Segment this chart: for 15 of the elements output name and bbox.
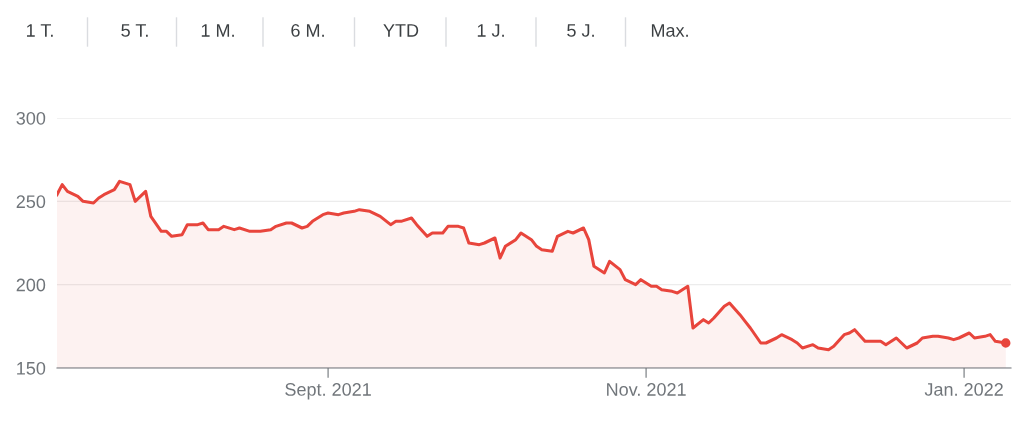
y-tick-label: 250 (16, 195, 46, 209)
text: YTD (383, 24, 419, 37)
text: 1 M. (201, 24, 234, 37)
text: 6 M. (291, 24, 324, 37)
y-tick-label: 150 (17, 361, 46, 375)
text: 1 J. (477, 24, 504, 37)
y-tick-label: 200 (16, 278, 46, 292)
text: 5 T. (121, 24, 148, 37)
text: 5 J. (567, 24, 594, 37)
text: 1 T. (26, 24, 53, 37)
y-tick-label: 300 (16, 111, 46, 125)
x-tick-label: Nov. 2021 (607, 383, 686, 396)
x-tick-label: Sept. 2021 (285, 383, 371, 400)
x-tick-label: Jan. 2022 (924, 383, 1003, 396)
text: Max. (651, 24, 688, 37)
